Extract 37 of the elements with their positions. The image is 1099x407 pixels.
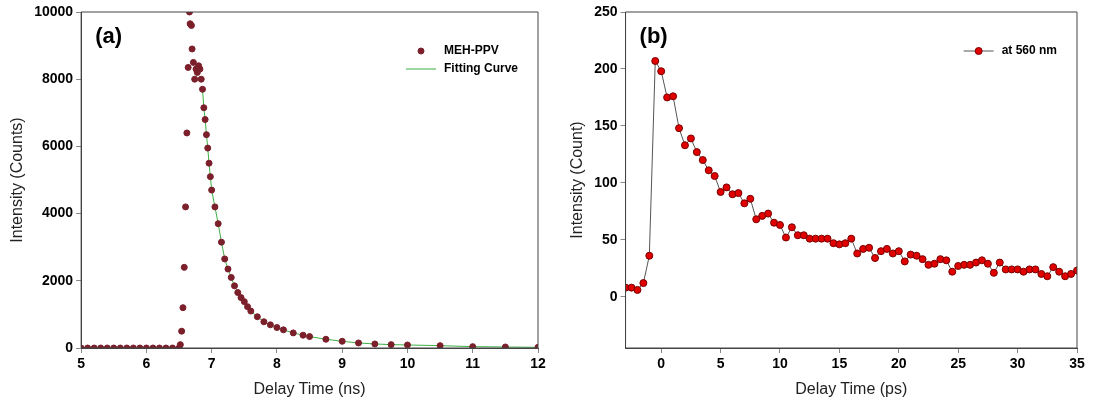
- annotation: (a): [95, 23, 123, 49]
- annotation: (b): [639, 23, 668, 49]
- y-tick-label: 6000: [41, 137, 74, 154]
- x-tick-label: 8: [273, 355, 282, 372]
- legend-label: Fitting Curve: [444, 61, 519, 76]
- y-axis-title: Intensity (Count): [568, 121, 586, 239]
- y-axis-title: Intensity (Counts): [8, 117, 26, 243]
- x-tick-label: 5: [77, 355, 86, 372]
- x-tick-label: 9: [338, 355, 347, 372]
- y-tick-label: 250: [594, 2, 618, 19]
- x-axis-title: Delay Time (ps): [795, 379, 908, 397]
- y-tick-label: 0: [609, 287, 618, 304]
- y-tick-label: 100: [594, 173, 618, 190]
- y-tick-label: 150: [594, 116, 618, 133]
- y-tick-label: 8000: [41, 70, 74, 87]
- y-tick-label: 200: [594, 59, 618, 76]
- x-tick-label: 10: [399, 355, 416, 372]
- x-tick-label: 11: [465, 355, 481, 372]
- x-tick-label: 12: [530, 355, 546, 372]
- y-tick-label: 0: [65, 338, 74, 355]
- x-tick-label: 25: [950, 355, 967, 372]
- x-tick-label: 6: [142, 355, 151, 372]
- y-tick-label: 4000: [41, 204, 74, 221]
- y-tick-label: 50: [601, 230, 618, 247]
- x-tick-label: 20: [891, 355, 907, 372]
- x-tick-label: 0: [657, 355, 666, 372]
- x-tick-label: 30: [1009, 355, 1026, 372]
- legend-label: MEH-PPV: [444, 43, 499, 58]
- x-tick-label: 10: [772, 355, 788, 372]
- x-tick-label: 7: [207, 355, 216, 372]
- x-tick-label: 35: [1069, 355, 1085, 372]
- x-axis-title: Delay Time (ns): [253, 379, 366, 397]
- y-tick-label: 10000: [34, 2, 74, 19]
- x-tick-label: 15: [831, 355, 848, 372]
- x-tick-label: 5: [716, 355, 725, 372]
- legend-label: at 560 nm: [1001, 43, 1057, 58]
- y-tick-label: 2000: [41, 271, 74, 288]
